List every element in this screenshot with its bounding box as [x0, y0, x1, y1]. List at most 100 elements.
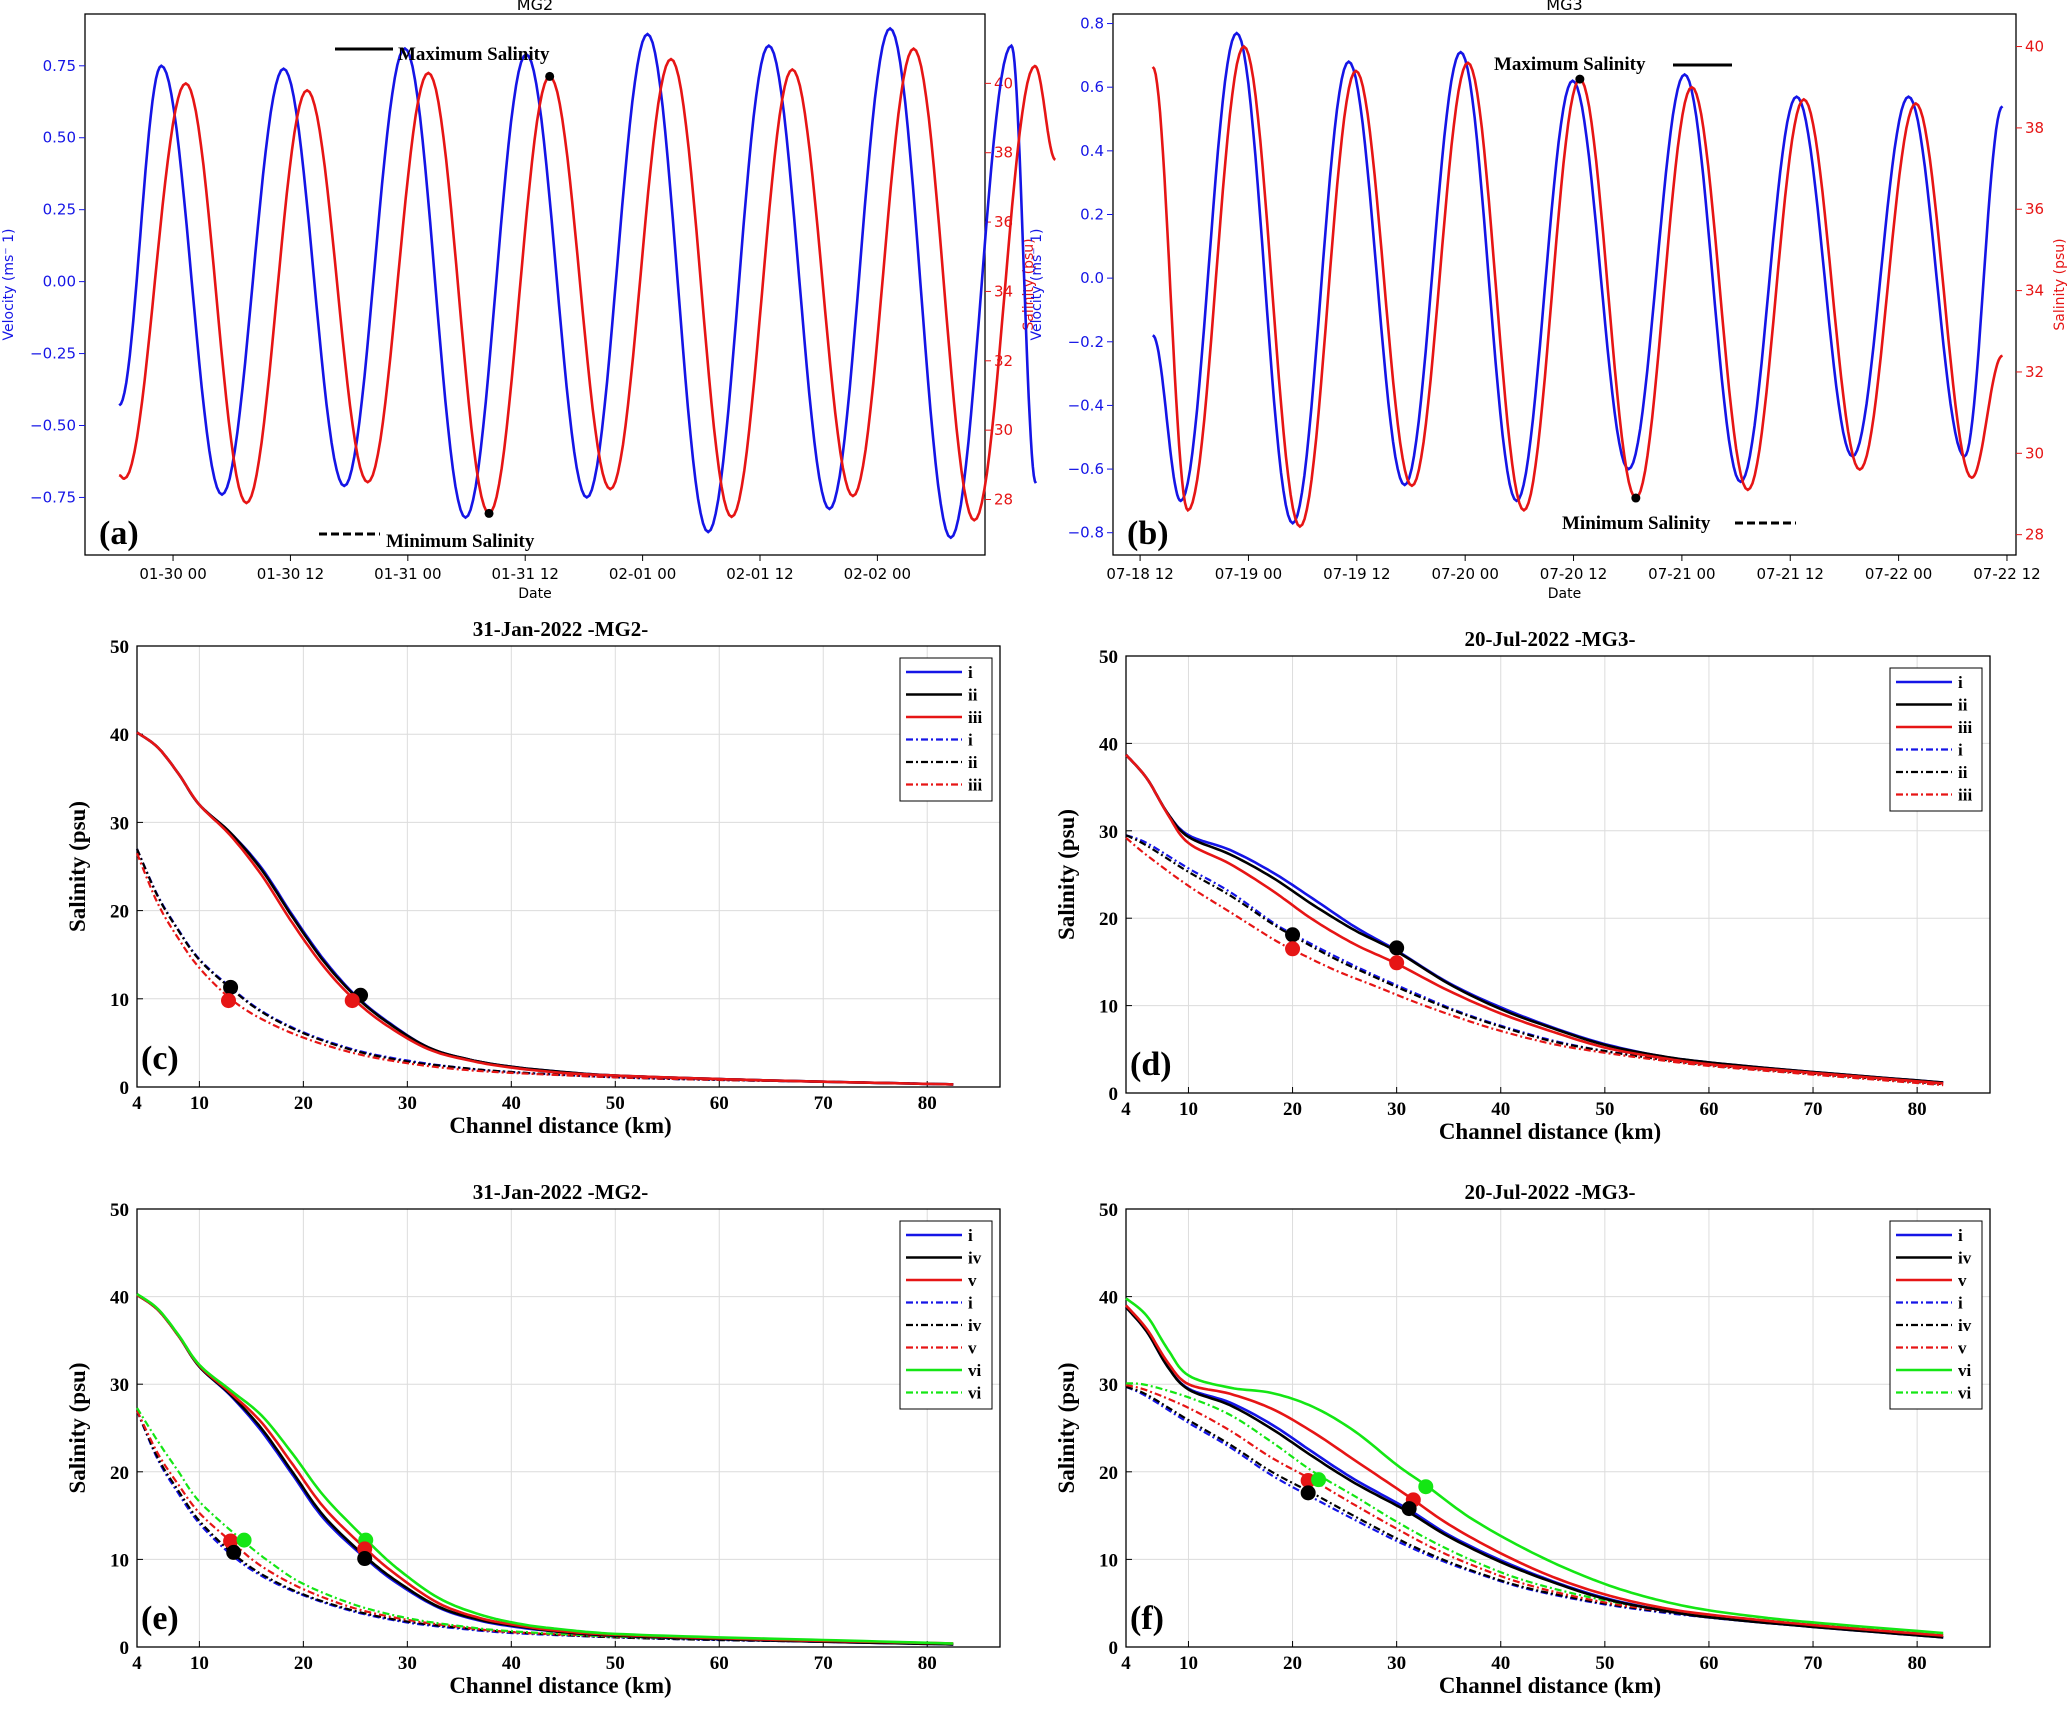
x-tick-label: 07-22 00: [1865, 565, 1932, 583]
y-right-tick-label: 32: [2025, 363, 2044, 381]
series-iv-dashed-line: [1125, 1385, 1944, 1638]
x-tick-label: 30: [398, 1653, 417, 1674]
series-iii-solid-line: [1125, 753, 1944, 1085]
min-salinity-annotation: Minimum Salinity: [1562, 513, 1711, 534]
legend-label: iii: [1958, 786, 1972, 805]
highlight-point: [344, 993, 360, 1009]
y-left-tick-label: −0.25: [30, 345, 76, 363]
y-tick-label: 40: [1099, 1288, 1118, 1309]
legend-label: ii: [968, 753, 978, 772]
x-tick-label: 30: [1387, 1653, 1406, 1674]
x-tick-label: 02-01 12: [726, 565, 793, 583]
x-tick-label: 50: [1595, 1099, 1614, 1120]
legend-label: vi: [968, 1384, 982, 1403]
highlight-point: [1389, 940, 1405, 956]
series-ii-dashed-line: [1125, 834, 1944, 1086]
y-right-tick-label: 36: [2025, 200, 2044, 218]
highlight-point: [1285, 941, 1301, 957]
y-left-tick-label: 0.50: [43, 129, 76, 147]
x-tick-label: 70: [1804, 1653, 1823, 1674]
highlight-point: [226, 1544, 242, 1560]
legend-label: i: [968, 731, 973, 750]
x-tick-label: 50: [606, 1653, 625, 1674]
y-tick-label: 40: [110, 1288, 129, 1309]
y-right-tick-label: 38: [2025, 119, 2044, 137]
legend-label: iii: [968, 708, 982, 727]
chart-title: 20-Jul-2022 -MG3-: [1465, 627, 1636, 651]
plot-frame: [1125, 1208, 1991, 1648]
x-tick-label: 30: [398, 1093, 417, 1114]
y-tick-label: 30: [110, 813, 129, 834]
x-tick-label: 10: [1179, 1099, 1198, 1120]
y-axis-label: Salinity (psu): [1054, 1362, 1079, 1493]
y-tick-label: 50: [1099, 1200, 1118, 1221]
panel-label: (d): [1130, 1046, 1172, 1083]
legend-label: i: [1958, 1294, 1963, 1313]
series-velocity-line: [118, 26, 1038, 540]
legend-label: iv: [968, 1316, 982, 1335]
x-tick-label: 40: [502, 1653, 521, 1674]
highlight-point: [1401, 1501, 1417, 1517]
x-tick-label: 70: [814, 1653, 833, 1674]
series-iii-solid-line: [136, 731, 954, 1086]
y-right-tick-label: 38: [994, 144, 1013, 162]
x-tick-label: 4: [132, 1093, 142, 1114]
y-left-tick-label: −0.4: [1068, 396, 1104, 414]
plot-frame: [1125, 655, 1991, 1094]
series-i-solid-line: [136, 731, 954, 1086]
y-right-tick-label: 40: [2025, 38, 2044, 56]
y-left-tick-label: 0.8: [1080, 15, 1104, 33]
chart-title: 20-Jul-2022 -MG3-: [1465, 1180, 1636, 1204]
legend-label: v: [968, 1339, 977, 1358]
y-tick-label: 40: [110, 725, 129, 746]
y-right-tick-label: 34: [2025, 282, 2044, 300]
legend-label: vi: [1958, 1384, 1972, 1403]
x-tick-label: 80: [1908, 1099, 1927, 1120]
grid: [1126, 1209, 1990, 1647]
x-tick-label: 20: [1283, 1653, 1302, 1674]
legend-label: iv: [1958, 1249, 1972, 1268]
x-tick-label: 10: [190, 1093, 209, 1114]
x-tick-label: 01-30 00: [139, 565, 206, 583]
x-axis-label: Date: [1548, 586, 1581, 602]
panel-c: 31-Jan-2022 -MG2- 4 10 20 30 40 50 60 70 80 Channe…: [65, 617, 1001, 1138]
y-left-tick-label: 0.25: [43, 201, 76, 219]
legend-label: i: [968, 1226, 973, 1245]
series-iii-dashed-line: [135, 852, 954, 1086]
x-tick-label: 02-01 00: [609, 565, 676, 583]
y-tick-label: 0: [1109, 1638, 1119, 1659]
x-tick-label: 20: [294, 1653, 313, 1674]
series-i-dashed-line: [1125, 834, 1944, 1085]
series-v-solid-line: [136, 1293, 954, 1645]
y-left-tick-label: 0.2: [1080, 205, 1104, 223]
legend-label: ii: [968, 686, 978, 705]
highlight-point: [1300, 1485, 1316, 1501]
x-tick-label: 20: [294, 1093, 313, 1114]
panel-label: (e): [141, 1600, 179, 1637]
y-tick-label: 50: [110, 637, 129, 658]
y-tick-label: 20: [1099, 909, 1118, 930]
y-left-tick-label: −0.75: [30, 488, 76, 506]
series-vi-dashed-line: [1125, 1382, 1944, 1636]
min-salinity-annotation: Minimum Salinity: [386, 531, 535, 552]
y-left-tick-label: −0.50: [30, 417, 76, 435]
y-tick-label: 0: [120, 1638, 130, 1659]
y-tick-label: 40: [1099, 734, 1118, 755]
y-tick-label: 10: [110, 1550, 129, 1571]
x-tick-label: 60: [710, 1093, 729, 1114]
series-v-dashed-line: [136, 1410, 954, 1646]
x-tick-label: 02-02 00: [844, 565, 911, 583]
y-left-tick-label: −0.2: [1068, 333, 1104, 351]
highlight-point: [1311, 1472, 1327, 1488]
x-tick-label: 01-30 12: [257, 565, 324, 583]
x-tick-label: 30: [1387, 1099, 1406, 1120]
x-tick-label: 40: [502, 1093, 521, 1114]
legend-label: v: [1958, 1339, 1967, 1358]
panel-e: 31-Jan-2022 -MG2- 4 10 20 30 40 50 60 70 80 Channe…: [65, 1180, 1001, 1698]
x-tick-label: 07-21 12: [1757, 565, 1824, 583]
y-tick-label: 0: [1109, 1084, 1119, 1105]
